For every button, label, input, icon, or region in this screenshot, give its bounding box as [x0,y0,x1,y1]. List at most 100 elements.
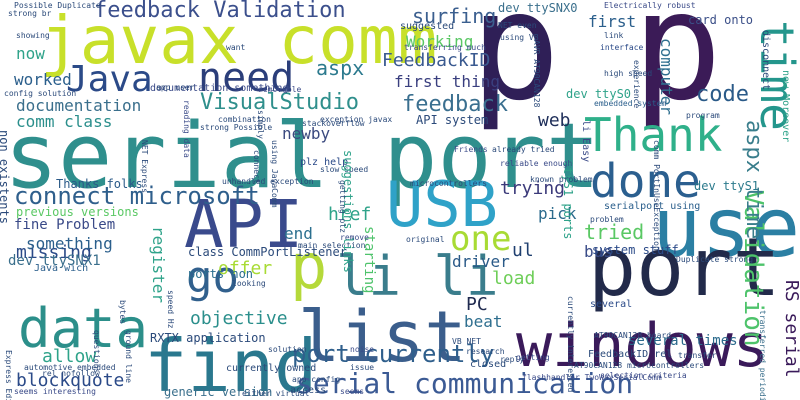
word-java-wich: Java wich [34,263,89,274]
word-allow: allow [42,346,97,367]
word-objective: objective [190,308,288,329]
word-app-config: app config [292,375,341,384]
word-friends: Friends [454,145,488,154]
word-class-commportlistener: class CommPortListener [188,245,347,259]
word-strong-br: strong br [8,9,52,18]
word-port: port [588,221,781,314]
word-seems-interesting: seems interesting [14,387,96,396]
word-rxtx-application: RXTX application [150,331,266,345]
word-embedded-system: embedded system [594,99,667,108]
word-javax-comm: javax comm [40,2,438,79]
word-original: original [406,235,445,244]
word-code: code [696,82,749,107]
word-combination: combination [218,115,271,124]
word-exception-javax: exception javax [320,115,393,124]
word-duplicate-strong: Duplicate strong [676,255,754,264]
word-several: several [590,299,633,310]
word-surfing: surfing [412,4,497,28]
word-using-vb: using VB [500,33,539,42]
word-stackoverflow: stackoverflow [302,119,365,128]
word-unhandled-exception: unhandled exception [222,177,314,186]
word-working: Working [406,32,474,51]
word-p-big-2: p [632,0,723,134]
word-interface: interface [600,43,644,52]
word-dev-ttys0: dev ttyS0 [566,87,632,101]
word-research: research [466,347,505,356]
word-list: list [298,296,467,378]
word-trying: trying [500,178,566,199]
word-java: Java [66,59,153,100]
word-feedbackid-rel: FeedbackID rel [588,349,673,360]
word-flashhandler-twowayserialcomm: flashhandler TwoWaySerialComm [522,373,662,382]
word-data: data [18,297,149,360]
word-transferring-much: transferring much [404,43,486,52]
word-blockquote: blockquote [16,370,125,391]
word-slow-speed: slow speed [320,165,369,174]
word-documentation-something: documentation something [150,83,289,94]
word-p-green: p [290,230,328,303]
word-feedbackid: FeedbackID [382,50,491,71]
word-offer: offer [218,258,273,279]
word-href: href [328,204,372,225]
word-rs-serial: RS serial [781,280,800,378]
word-serialport-using: serialport using [604,201,701,212]
word-getting-plz: getting plz [338,180,347,233]
word-known-problem: known problem [530,175,593,184]
word-aspx: aspx [316,56,365,80]
word-transfer: transfer [678,351,717,360]
word-main-selection: main selection [298,241,366,250]
word-driver: driver [452,252,510,271]
word-documentation: documentation [16,96,142,115]
word-remove: remove [340,233,369,242]
word-currently-interested: currently interested [566,296,575,393]
word-avr-at90can128: AVR AT90CAN128 [532,40,541,108]
word-load: load [492,268,536,289]
word-bytes: bytes [118,300,127,325]
word-serial-port: serial port [4,104,601,209]
word-transferred-periodically: transferred periodically [758,310,767,400]
word-something: something [26,234,113,253]
word-automotive-embedded: automotive embedded [24,363,116,372]
word-currently-owned: currently owned [226,363,317,374]
word-usb: USB [386,168,498,241]
word-bus: bus [584,242,613,261]
word-removable: removable [258,85,302,94]
word-go: go [186,252,239,303]
word-feedback: feedback [402,92,508,117]
word-tried: tried [584,220,645,244]
word-net-express: NET Express [140,140,149,193]
word-dev-ttysnx0: dev ttySNX0 [498,1,578,15]
word-non-existents: non existents [0,130,11,224]
word-already-tried: already tried [492,145,555,154]
word-microcontrollers: microcontrollers [410,179,488,188]
word-comm-portinuseexception: comm PortInUseException [652,140,661,251]
word-serial-communication: serial communication [296,367,634,400]
word-api: API [184,186,304,263]
word-first-thing: first thing [394,72,500,91]
word-ul: ul [512,240,534,261]
word-showing: showing [16,31,50,40]
word-getting: getting [516,353,550,362]
word-speed-hz: speed Hz [166,290,175,329]
word-noise: noise [350,345,375,354]
word-need: need [198,55,295,101]
word-previous-versions: previous versions [16,205,139,219]
word-api-system: API system [416,113,489,127]
word-questions: questions [92,330,101,374]
word-beat: beat [464,312,503,331]
word-experience: experience [632,60,641,109]
word-pick: pick [538,204,577,223]
word-problem: problem [590,215,624,224]
word-program: program [686,111,720,120]
word-first: first [588,12,637,31]
word-at90can128-microcontrollers: AT90CAN128 microcontrollers [574,361,705,370]
word-access: access [290,385,327,396]
word-comm-class: comm class [16,112,113,131]
word-several-times: several times [628,333,738,349]
word-now-moreover: now Moreover [780,70,791,143]
word-closed: closed [470,359,507,370]
word-windows: windows [516,311,769,381]
word-plz-help: plz help [300,157,349,168]
word-done: done [590,154,701,208]
word-electrically-robust: Electrically robust [604,1,696,10]
